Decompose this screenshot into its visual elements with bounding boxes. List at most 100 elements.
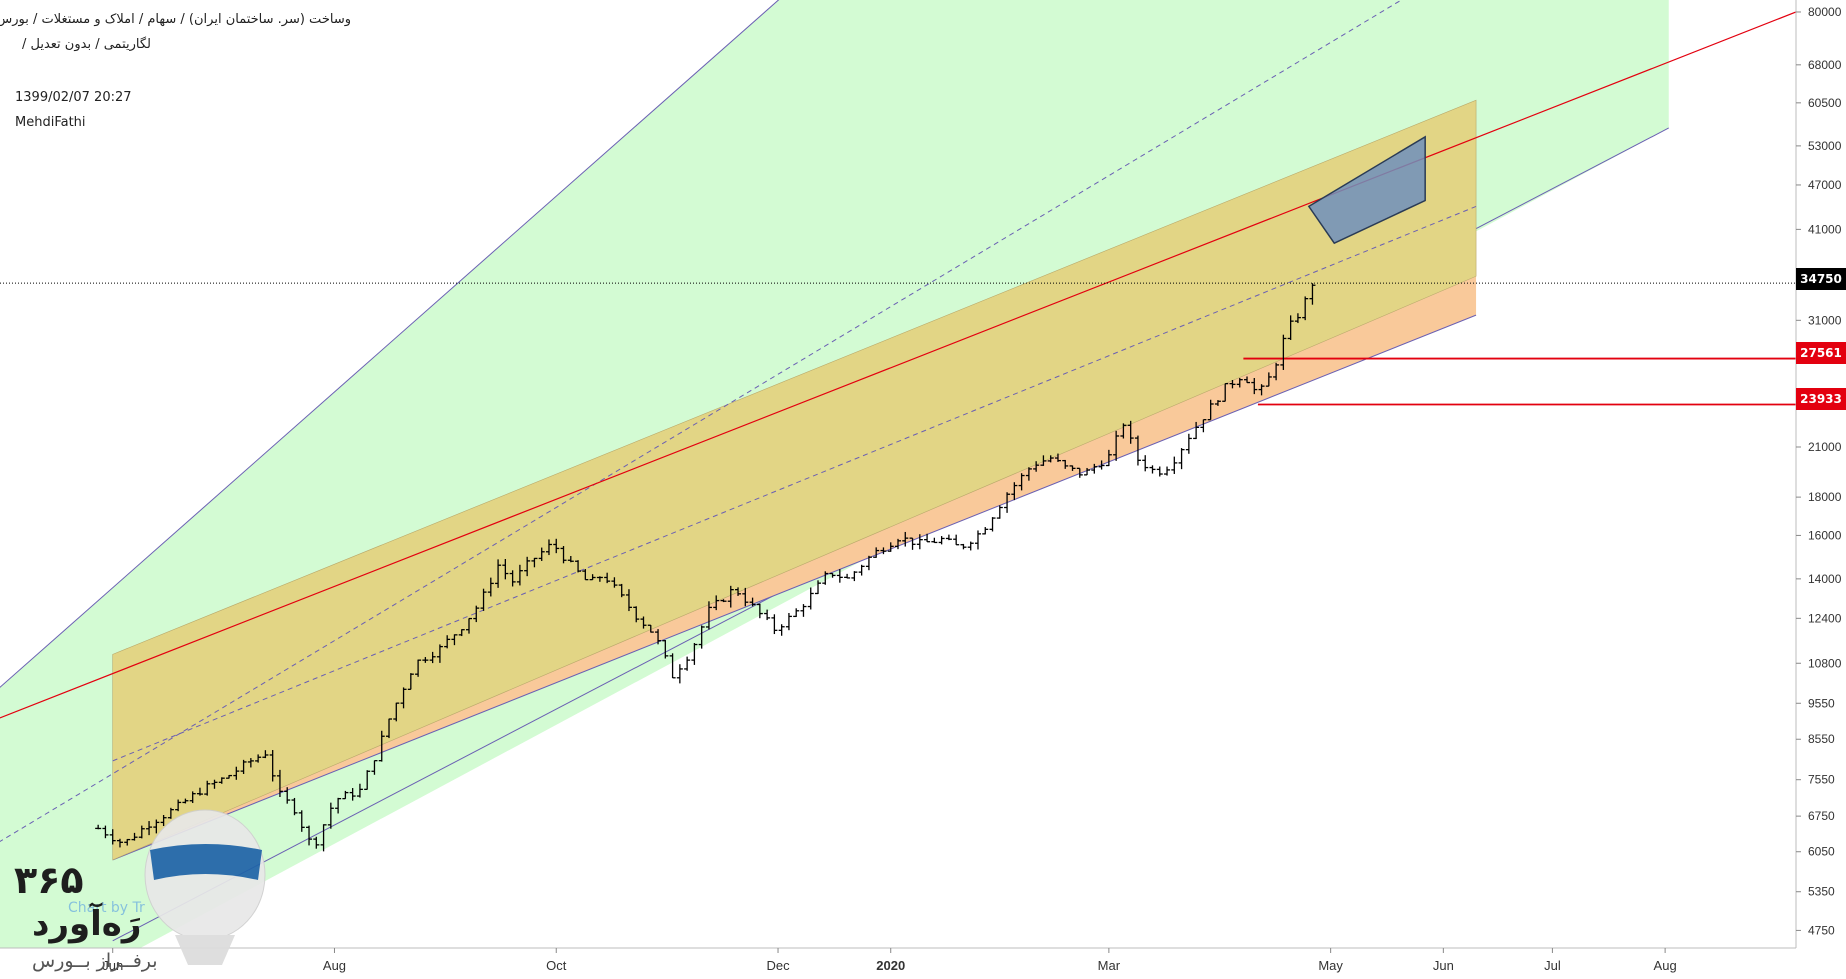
- price-bar: [1134, 435, 1141, 466]
- price-bar: [240, 759, 247, 774]
- price-bar: [575, 560, 582, 573]
- price-bar: [756, 603, 763, 619]
- upper-dashed-line: [0, 0, 1403, 843]
- level-tag-23933: 23933: [1796, 388, 1846, 410]
- y-tick-label: 16000: [1808, 528, 1842, 542]
- price-bar: [1164, 466, 1171, 476]
- price-bar: [516, 564, 523, 586]
- price-bar: [967, 541, 974, 551]
- y-tick-label: 7550: [1808, 773, 1835, 787]
- price-bar: [596, 576, 603, 582]
- price-bar: [386, 718, 393, 739]
- median-dashed-line: [112, 205, 1477, 762]
- price-bar: [873, 547, 880, 558]
- y-tick-label: 4750: [1808, 923, 1835, 937]
- price-bar: [1185, 433, 1192, 454]
- y-tick-label: 47000: [1808, 178, 1842, 192]
- price-bar: [502, 558, 509, 580]
- price-bar: [495, 559, 502, 588]
- price-bar: [196, 787, 203, 796]
- y-tick-label: 6050: [1808, 845, 1835, 859]
- y-tick-label: 41000: [1808, 222, 1842, 236]
- y-tick-label: 5350: [1808, 885, 1835, 899]
- price-bar: [887, 542, 894, 552]
- price-bar: [1127, 420, 1134, 444]
- price-bar: [189, 791, 196, 804]
- price-bar: [785, 612, 792, 631]
- price-bar: [480, 588, 487, 611]
- price-bar: [691, 643, 698, 665]
- x-tick-label: 2020: [876, 958, 905, 973]
- x-tick-label: Mar: [1098, 958, 1121, 973]
- price-bar: [291, 797, 298, 816]
- price-bar: [698, 625, 705, 649]
- price-bar: [1069, 465, 1076, 471]
- price-bar: [604, 572, 611, 584]
- chart-author: MehdiFathi: [15, 115, 86, 130]
- price-bar: [778, 624, 785, 636]
- price-bar: [371, 760, 378, 775]
- y-tick-label: 31000: [1808, 313, 1842, 327]
- price-bar: [996, 505, 1003, 519]
- price-bar: [1098, 460, 1105, 470]
- watermark-brand: رَه‌آورد: [32, 904, 142, 944]
- price-bar: [640, 616, 647, 629]
- green-channel-upper-line: [0, 0, 780, 688]
- price-bar: [647, 624, 654, 633]
- price-bar: [146, 821, 153, 836]
- price-bar: [1047, 455, 1054, 463]
- price-bar: [218, 777, 225, 784]
- price-bar: [742, 587, 749, 607]
- price-bar: [429, 651, 436, 664]
- price-bar: [567, 555, 574, 563]
- price-bar: [1120, 423, 1127, 439]
- watermark-number: ۳۶۵: [14, 858, 84, 902]
- y-tick-label: 6750: [1808, 809, 1835, 823]
- price-bar: [465, 617, 472, 634]
- price-bar: [473, 605, 480, 623]
- price-bar: [349, 788, 356, 801]
- price-bar: [1222, 383, 1229, 402]
- price-bar: [1294, 313, 1301, 324]
- y-tick-label: 68000: [1808, 58, 1842, 72]
- price-bar: [233, 766, 240, 780]
- price-bar: [793, 608, 800, 618]
- price-bar: [800, 604, 807, 617]
- price-bar: [1091, 463, 1098, 474]
- price-bar: [175, 799, 182, 812]
- price-bar: [953, 534, 960, 546]
- price-bar: [400, 687, 407, 709]
- price-bar: [422, 657, 429, 663]
- price-bar: [524, 556, 531, 577]
- price-bar: [1273, 362, 1280, 381]
- y-tick-label: 12400: [1808, 611, 1842, 625]
- x-tick-label: Jun: [1433, 958, 1454, 973]
- price-bar: [487, 577, 494, 597]
- price-bar: [276, 769, 283, 797]
- price-bar: [553, 538, 560, 554]
- price-bar: [458, 629, 465, 637]
- price-bar: [95, 824, 102, 830]
- price-bar: [909, 537, 916, 550]
- price-bar: [625, 589, 632, 612]
- price-bar: [611, 577, 618, 588]
- price-bar: [713, 595, 720, 611]
- price-bar: [865, 555, 872, 571]
- y-tick-label: 80000: [1808, 5, 1842, 19]
- price-bar: [407, 673, 414, 690]
- price-bar: [204, 780, 211, 796]
- balloon-band: [150, 844, 262, 880]
- price-bar: [880, 547, 887, 555]
- x-tick-label: Oct: [546, 958, 567, 973]
- price-bar: [284, 787, 291, 804]
- x-tick-label: Dec: [766, 958, 790, 973]
- price-bar: [916, 534, 923, 550]
- price-bar: [1178, 448, 1185, 470]
- price-bar: [1149, 465, 1156, 474]
- price-bar: [960, 543, 967, 550]
- price-bar: [1287, 315, 1294, 340]
- watermark-subtitle: برفــراز بــورس: [32, 950, 158, 972]
- price-bar: [167, 807, 174, 819]
